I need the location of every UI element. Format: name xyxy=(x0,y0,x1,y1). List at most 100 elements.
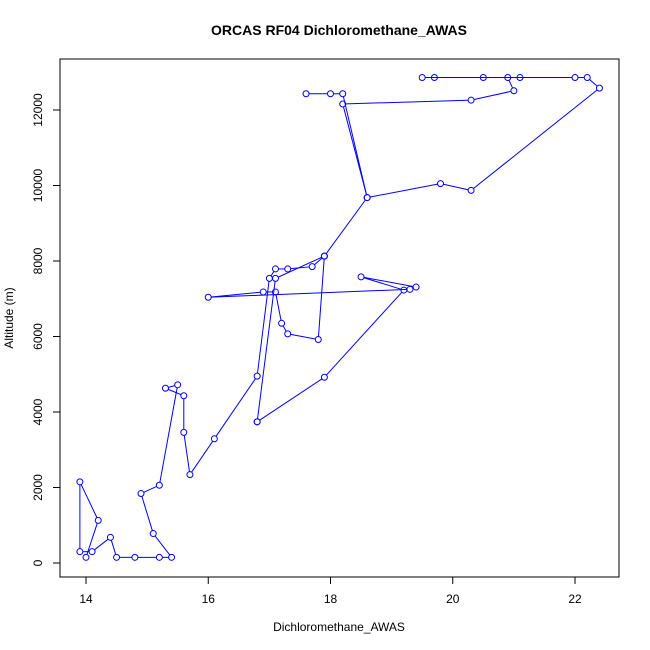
y-tick-label: 4000 xyxy=(31,398,45,425)
data-point xyxy=(174,381,182,389)
data-point xyxy=(412,283,420,291)
data-point xyxy=(137,490,145,498)
series-segment xyxy=(363,276,414,287)
x-axis-label: Dichloromethane_AWAS xyxy=(273,620,405,634)
data-point xyxy=(339,90,347,98)
series-segment xyxy=(342,96,367,195)
data-point xyxy=(186,471,194,479)
data-point xyxy=(583,74,591,82)
data-point xyxy=(204,293,212,301)
x-tick-label: 16 xyxy=(202,592,216,606)
series-segment xyxy=(317,259,325,337)
data-point xyxy=(430,74,438,82)
x-tick-label: 22 xyxy=(568,592,582,606)
data-point xyxy=(479,74,487,82)
series-segment xyxy=(191,440,214,473)
series-segment xyxy=(275,294,282,321)
series-segment xyxy=(141,496,153,531)
data-point xyxy=(155,481,163,489)
data-point xyxy=(94,516,102,524)
series-segment xyxy=(211,291,261,298)
data-point xyxy=(284,265,292,273)
chart-title: ORCAS RF04 Dichloromethane_AWAS xyxy=(211,22,467,38)
data-point xyxy=(302,90,310,98)
data-point xyxy=(271,288,279,296)
data-point xyxy=(284,330,292,338)
series-segment xyxy=(325,199,366,254)
series-segment xyxy=(110,540,117,555)
series-segment xyxy=(86,523,98,555)
data-point xyxy=(327,90,334,98)
data-point xyxy=(82,553,90,561)
data-point xyxy=(357,273,365,281)
y-tick-label: 0 xyxy=(31,559,45,566)
series-segment xyxy=(326,291,403,376)
series-segment xyxy=(257,281,270,374)
series-segment xyxy=(159,387,178,483)
y-tick-label: 2000 xyxy=(31,474,45,501)
data-point xyxy=(180,392,188,400)
series-layer xyxy=(76,74,603,561)
series-segment xyxy=(183,435,190,472)
data-point xyxy=(155,553,163,561)
data-point xyxy=(271,265,279,273)
series-segment xyxy=(143,486,157,493)
data-point xyxy=(595,84,603,92)
data-point xyxy=(406,285,414,293)
data-point xyxy=(271,274,279,282)
data-point xyxy=(253,418,261,426)
data-point xyxy=(467,186,475,194)
series-segment xyxy=(290,266,310,270)
data-point xyxy=(161,384,169,392)
x-tick-label: 18 xyxy=(324,592,338,606)
series-segment xyxy=(589,79,598,87)
series-segment xyxy=(80,484,98,518)
series-segment xyxy=(215,378,256,437)
y-tick-label: 12000 xyxy=(31,93,45,127)
data-point xyxy=(253,372,261,380)
x-tick-label: 14 xyxy=(79,592,93,606)
series-segment xyxy=(94,538,109,551)
data-point xyxy=(308,263,316,271)
plot-frame xyxy=(59,58,620,578)
series-segment xyxy=(282,325,287,332)
series-segment xyxy=(278,256,322,278)
y-axis: 0 2000 4000 6000 8000 10000 12000 xyxy=(31,93,61,566)
y-axis-label: Altitude (m) xyxy=(2,287,16,348)
series-segment xyxy=(168,385,175,388)
series-segment xyxy=(370,183,438,198)
series-segment xyxy=(259,378,323,421)
series-segment xyxy=(168,388,182,396)
data-point xyxy=(76,548,84,556)
data-point xyxy=(339,100,347,108)
data-point xyxy=(278,319,286,327)
series-segment xyxy=(443,183,469,191)
data-point xyxy=(418,74,426,82)
data-point xyxy=(259,288,267,296)
data-point xyxy=(516,74,524,82)
y-tick-label: 8000 xyxy=(31,247,45,274)
data-point xyxy=(467,96,475,104)
data-point xyxy=(363,194,371,202)
data-point xyxy=(149,530,157,538)
data-point xyxy=(400,286,408,294)
data-point xyxy=(131,553,139,561)
series-segment xyxy=(473,89,598,189)
series-segment xyxy=(314,257,323,266)
data-point xyxy=(571,74,579,82)
data-point xyxy=(437,180,445,188)
data-point xyxy=(106,533,114,541)
series-segment xyxy=(257,281,276,419)
data-point xyxy=(88,548,96,556)
data-point xyxy=(113,553,121,561)
data-point xyxy=(180,428,188,436)
data-point xyxy=(168,553,176,561)
series-segment xyxy=(363,277,402,290)
y-tick-label: 10000 xyxy=(31,168,45,202)
data-point xyxy=(320,252,328,260)
series-segment xyxy=(473,90,512,101)
series-segment xyxy=(154,535,171,556)
y-tick-label: 6000 xyxy=(31,323,45,350)
